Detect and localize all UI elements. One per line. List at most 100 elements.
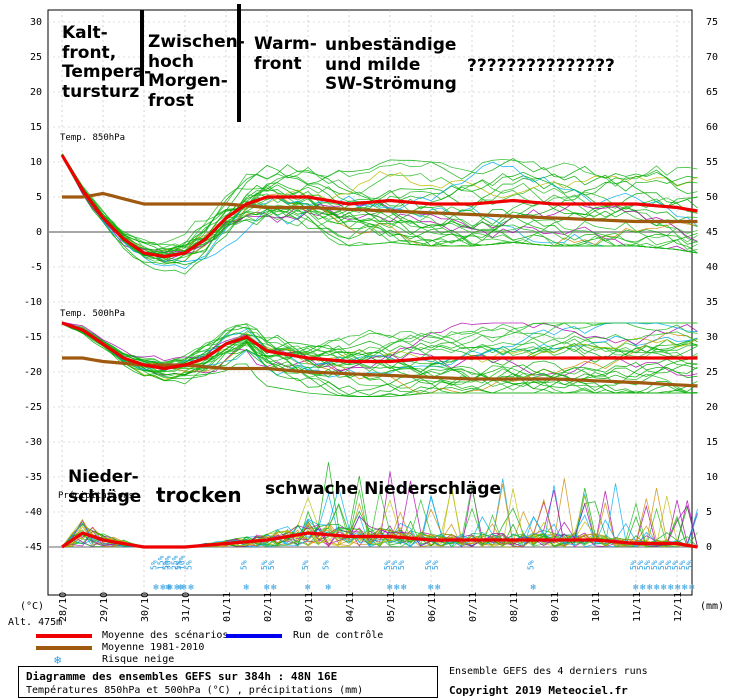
- snow-risk-percent: 5%: [650, 560, 659, 570]
- x-tick-label: 07/11: [468, 592, 479, 622]
- snowflake-icon: ❄: [167, 583, 173, 593]
- x-tick-label: 08/11: [509, 592, 520, 622]
- snow-risk-percent: 5%: [240, 560, 249, 570]
- member-line-500: [61, 321, 698, 394]
- x-tick-label: 28/10: [58, 592, 69, 622]
- snowflake-icon: ❄: [271, 583, 277, 593]
- snowflake-icon: ❄: [153, 583, 159, 593]
- x-tick-label: 05/11: [386, 592, 397, 622]
- y-tick-label-right: 30: [706, 332, 718, 343]
- snow-risk-percent: 5%: [390, 560, 399, 570]
- y-tick-label-right: 60: [706, 122, 718, 133]
- annotation-kaltfront: Kalt- front, Tempera- tursturz: [62, 23, 152, 102]
- snowflake-icon: ❄: [54, 653, 62, 667]
- x-tick-label: 06/11: [427, 592, 438, 622]
- snowflake-icon: ❄: [428, 583, 434, 593]
- x-tick-label: 02/11: [263, 592, 274, 622]
- snowflake-icon: ❄: [675, 583, 681, 593]
- annotation-unbestaendig: unbeständige und milde SW-Strömung: [325, 35, 457, 95]
- y-tick-label-left: 10: [30, 157, 42, 168]
- snow-risk-percent: 5%: [629, 560, 638, 570]
- y-tick-label-left: -45: [24, 542, 42, 553]
- snow-risk-percent: 5%: [671, 560, 680, 570]
- annotation-warmfront: Warm- front: [254, 34, 317, 74]
- panel-label-850: Temp. 850hPa: [60, 133, 125, 143]
- snow-risk-percent: 5%: [260, 560, 269, 570]
- snow-risk-percent: 5%: [149, 560, 158, 570]
- y-tick-label-left: 25: [30, 52, 42, 63]
- climate-line-500: [62, 356, 698, 388]
- x-tick-label: 11/11: [632, 592, 643, 622]
- y-tick-label-right: 70: [706, 52, 718, 63]
- x-tick-label: 04/11: [345, 592, 356, 622]
- snow-risk-percent: 5%: [685, 560, 694, 570]
- member-line-500: [61, 322, 698, 369]
- legend-mean-line: [36, 634, 92, 638]
- snow-risk-percent: 5%: [267, 560, 276, 570]
- snow-risk-percent: 10%: [177, 555, 186, 570]
- legend-climate-line: [36, 646, 92, 650]
- y-tick-label-left: -20: [24, 367, 42, 378]
- legend-control-line: [226, 634, 282, 638]
- snowflake-icon: ❄: [387, 583, 393, 593]
- snowflake-icon: ❄: [661, 583, 667, 593]
- snow-risk-percent: 15%: [156, 555, 165, 570]
- snowflake-icon: ❄: [264, 583, 270, 593]
- member-line-850: [61, 155, 698, 256]
- mean-line-500: [61, 321, 698, 371]
- annotation-niederschlaege: Nieder- schläge: [68, 467, 142, 507]
- mean-line-precip: [61, 531, 698, 549]
- snowflake-icon: ❄: [326, 583, 332, 593]
- snowflake-icon: ❄: [633, 583, 639, 593]
- y-tick-label-left: -40: [24, 507, 42, 518]
- snow-risk-percent: 5%: [431, 560, 440, 570]
- mean-line-850: [60, 154, 698, 259]
- snow-risk-percent: 30%: [163, 555, 172, 570]
- x-tick-label: 01/11: [222, 592, 233, 622]
- snow-risk-percent: 5%: [664, 560, 673, 570]
- snow-risk-percent: 5%: [301, 560, 310, 570]
- snow-risk-percent: 5%: [527, 560, 536, 570]
- ensemble-note: Ensemble GEFS des 4 derniers runs: [449, 666, 648, 677]
- snowflake-icon: ❄: [178, 583, 184, 593]
- x-tick-label: 31/10: [181, 592, 192, 622]
- y-tick-label-left: 20: [30, 87, 42, 98]
- legend-mean-label: Moyenne des scénarios: [102, 630, 229, 641]
- climate-line-850: [62, 191, 698, 224]
- y-tick-label-right: 55: [706, 157, 718, 168]
- footer-title-box: [18, 666, 438, 698]
- y-tick-label-right: 65: [706, 87, 718, 98]
- y-tick-label-left: -10: [24, 297, 42, 308]
- y-tick-label-right: 40: [706, 262, 718, 273]
- snowflake-icon: ❄: [174, 583, 180, 593]
- panel-label-precip: Précipitations: [58, 490, 134, 501]
- y-tick-label-left: -30: [24, 437, 42, 448]
- snowflake-icon: ❄: [654, 583, 660, 593]
- member-line-850: [61, 153, 698, 254]
- snow-risk-percent: 5%: [424, 560, 433, 570]
- member-line-500: [61, 322, 698, 396]
- y-tick-label-right: 25: [706, 367, 718, 378]
- copyright: Copyright 2019 Meteociel.fr: [449, 684, 628, 697]
- snowflake-icon: ❄: [668, 583, 674, 593]
- snow-risk-percent: 5%: [643, 560, 652, 570]
- snow-risk-percent: 5%: [174, 560, 183, 570]
- annotation-trocken: trocken: [156, 483, 242, 507]
- y-tick-label-left: 0: [36, 227, 42, 238]
- snow-risk-percent: 5%: [636, 560, 645, 570]
- x-tick-label: 12/11: [673, 592, 684, 622]
- member-line-500: [61, 323, 698, 382]
- x-tick-label: 10/11: [591, 592, 602, 622]
- snowflake-icon: ❄: [640, 583, 646, 593]
- y-tick-label-left: -25: [24, 402, 42, 413]
- snowflake-icon: ❄: [305, 583, 311, 593]
- separator-bar-1: [140, 10, 144, 86]
- annotation-fragezeichen: ???????????????: [467, 56, 615, 76]
- y-tick-label-right: 35: [706, 297, 718, 308]
- legend-snow-label: Risque neige: [102, 654, 175, 665]
- snowflake-icon: ❄: [682, 583, 688, 593]
- snowflake-icon: ❄: [647, 583, 653, 593]
- y-tick-label-left: 15: [30, 122, 42, 133]
- x-tick-label: 29/10: [99, 592, 110, 622]
